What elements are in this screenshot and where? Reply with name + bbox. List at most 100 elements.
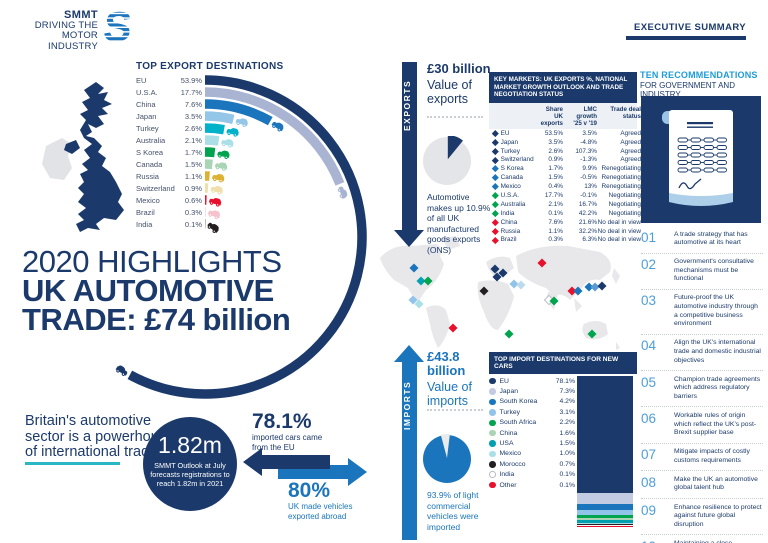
status-diamond-icon xyxy=(492,174,499,181)
market-status: No deal in view xyxy=(597,227,641,235)
export-row: Japan 3.5% xyxy=(136,110,202,122)
recommendation-text: Align the UK's international trade and d… xyxy=(674,339,761,364)
status-diamond-icon xyxy=(492,129,499,137)
export-row: U.S.A. 17.7% xyxy=(136,86,202,98)
export-share: 3.5% xyxy=(184,111,202,121)
export-row: Russia 1.1% xyxy=(136,170,202,182)
car-icon xyxy=(115,365,128,376)
accent-underline xyxy=(25,462,120,465)
key-market-row: Australia 2.1% 16.7% Negotiating xyxy=(489,200,641,209)
export-row: Mexico 0.6% xyxy=(136,194,202,206)
key-market-row: U.S.A. 17.7% -0.1% Negotiating xyxy=(489,191,641,200)
imports-pie-chart xyxy=(423,434,471,483)
export-share: 0.1% xyxy=(184,219,202,229)
market-share: 0.9% xyxy=(548,156,563,164)
import-destination-row: Turkey 3.1% xyxy=(489,407,575,417)
recommendation-item: 07 Mitigate impacts of costly customs re… xyxy=(641,442,763,471)
uk-map xyxy=(42,82,124,232)
export-row: Switzerland 0.9% xyxy=(136,182,202,194)
market-share: 53.5% xyxy=(544,129,563,137)
import-share: 1.6% xyxy=(559,429,576,437)
recommendation-text: Government's consultative mechanisms mus… xyxy=(674,258,754,283)
recommendation-number: 05 xyxy=(641,374,657,390)
market-status: Renegotiating xyxy=(601,165,641,173)
export-bar xyxy=(204,135,220,146)
status-diamond-icon xyxy=(492,147,499,155)
exports-note: Automotive makes up 10.9% of all UK manu… xyxy=(427,192,491,255)
key-market-row: Mexico 0.4% 13% Renegotiating xyxy=(489,182,641,191)
export-row: Turkey 2.6% xyxy=(136,122,202,134)
key-markets-column-headers: Share UK exports LMC growth '25 v '19 Tr… xyxy=(489,102,641,129)
imports-panel: £43.8 billion Value of imports xyxy=(427,350,473,409)
market-share: 0.4% xyxy=(548,183,563,191)
country-dot-icon xyxy=(489,429,496,437)
pie-slice xyxy=(440,434,450,458)
imports-note: 93.9% of light commercial vehicles were … xyxy=(427,490,479,532)
market-growth: -0.5% xyxy=(580,174,597,182)
market-growth: 42.2% xyxy=(578,209,597,217)
export-share: 1.5% xyxy=(184,159,202,169)
stacked-bar-segment xyxy=(577,523,633,526)
market-growth: -0.1% xyxy=(580,191,597,199)
country-dot-icon xyxy=(489,481,496,489)
recommendation-text: Mitigate impacts of costly customs requi… xyxy=(674,448,750,464)
col-share: Share UK exports xyxy=(540,105,563,127)
market-share: 3.5% xyxy=(548,138,563,146)
import-country: India xyxy=(499,471,515,479)
recommendations-title: TEN RECOMMENDATIONS xyxy=(640,70,758,80)
market-status: Negotiating xyxy=(608,200,641,208)
status-diamond-icon xyxy=(492,183,499,190)
car-icon xyxy=(208,198,222,207)
recommendation-text: Champion trade agreements which address … xyxy=(674,375,761,400)
car-icon xyxy=(226,128,239,137)
import-country: Japan xyxy=(499,388,519,396)
market-growth: 21.6% xyxy=(578,218,597,226)
recommendation-item: 08 Make the UK an automotive global tale… xyxy=(641,470,763,498)
key-market-row: Canada 1.5% -0.5% Renegotiating xyxy=(489,173,641,182)
status-diamond-icon xyxy=(492,236,499,244)
export-share: 2.1% xyxy=(184,135,202,145)
recommendation-number: 02 xyxy=(641,257,657,273)
recommendation-text: Enhance resilience to protect against fu… xyxy=(674,503,762,528)
export-share: 1.7% xyxy=(184,147,202,157)
market-share: 1.7% xyxy=(548,165,563,173)
exports-value: £30 billion xyxy=(427,61,491,76)
car-icon xyxy=(337,186,348,199)
market-country: India xyxy=(500,209,515,217)
car-icon xyxy=(217,150,230,159)
status-diamond-icon xyxy=(492,156,499,164)
import-share: 1.0% xyxy=(559,450,576,458)
export-bar xyxy=(204,111,235,125)
export-row: Brazil 0.3% xyxy=(136,206,202,218)
market-status: Negotiating xyxy=(608,209,641,217)
export-share: 1.1% xyxy=(184,171,202,181)
export-row: China 7.6% xyxy=(136,98,202,110)
import-country: South Korea xyxy=(499,398,538,406)
recommendation-number: 10 xyxy=(641,540,667,543)
car-icon xyxy=(207,222,219,234)
recommendation-number: 03 xyxy=(641,293,657,309)
status-diamond-icon xyxy=(492,227,499,235)
exports-arrow-down-icon xyxy=(394,230,424,247)
export-bar xyxy=(204,123,225,135)
status-diamond-icon xyxy=(492,138,499,146)
market-diamond-icon xyxy=(590,282,600,292)
key-market-row: Turkey 2.6% 107.3% Agreed xyxy=(489,147,641,156)
pie-base xyxy=(423,137,471,185)
market-country: EU xyxy=(500,129,510,137)
import-share: 1.5% xyxy=(559,440,576,448)
import-share: 4.2% xyxy=(559,398,576,406)
recommendation-item: 03 Future-proof the UK automotive indust… xyxy=(641,288,763,334)
executive-summary-header: EXECUTIVE SUMMARY xyxy=(626,22,746,40)
import-destination-row: India 0.1% xyxy=(489,470,575,480)
market-country: Turkey xyxy=(500,147,520,155)
export-share: 0.6% xyxy=(184,195,202,205)
registrations-value: 1.82m xyxy=(158,432,222,458)
recommendation-item: 10 Maintaining a close relationship with… xyxy=(641,534,763,543)
brand-tagline: DRIVING THE MOTOR INDUSTRY xyxy=(34,19,98,52)
market-share: 0.1% xyxy=(548,209,563,217)
market-country: Mexico xyxy=(500,183,521,191)
export-bar xyxy=(204,87,345,186)
import-destination-row: South Korea 4.2% xyxy=(489,397,575,407)
export-share: 0.9% xyxy=(184,183,202,193)
